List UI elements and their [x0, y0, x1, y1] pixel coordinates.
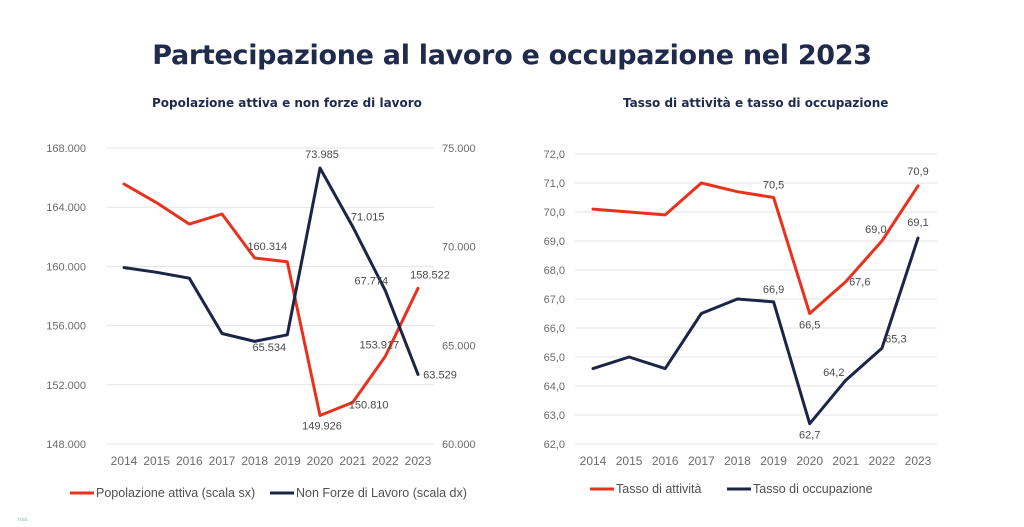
y-tick-label: 66,0	[544, 323, 565, 335]
main-title: Partecipazione al lavoro e occupazione n…	[152, 40, 872, 71]
y-tick-label: 64,0	[544, 381, 565, 393]
data-label: 63.529	[423, 369, 457, 381]
y-tick-label: 68,0	[544, 265, 565, 277]
data-label: 150.810	[349, 399, 389, 411]
y-tick-label: 156.000	[46, 321, 86, 333]
x-tick-label: 2020	[307, 454, 334, 468]
data-label: 64,2	[823, 367, 844, 379]
series-line-popolazione-attiva-scala-sx	[122, 182, 420, 417]
x-tick-label: 2021	[832, 454, 859, 468]
data-label: 71.015	[351, 212, 385, 224]
x-tick-label: 2017	[209, 454, 236, 468]
series-line-tasso-di-attivit	[591, 181, 920, 315]
y-tick-label: 148.000	[46, 439, 86, 451]
legend-label: Non Forze di Lavoro (scala dx)	[296, 486, 467, 500]
x-tick-label: 2020	[796, 454, 823, 468]
x-tick-label: 2018	[241, 454, 268, 468]
series-line-tasso-di-occupazione	[591, 236, 920, 426]
y2-tick-label: 60.000	[442, 439, 476, 451]
y-tick-label: 69,0	[544, 236, 565, 248]
data-label: 66,5	[799, 320, 820, 332]
y-tick-label: 62,0	[544, 439, 565, 451]
x-tick-label: 2016	[176, 454, 203, 468]
data-label: 149.926	[302, 420, 342, 432]
y-tick-label: 164.000	[46, 202, 86, 214]
x-tick-label: 2015	[143, 454, 170, 468]
data-label: 65,3	[885, 333, 906, 345]
x-tick-label: 2022	[869, 454, 896, 468]
x-tick-label: 2015	[616, 454, 643, 468]
x-tick-label: 2016	[652, 454, 679, 468]
x-tick-label: 2023	[905, 454, 932, 468]
x-tick-label: 2014	[111, 454, 138, 468]
x-tick-label: 2023	[405, 454, 432, 468]
data-label: 65.534	[253, 342, 287, 354]
legend-label: Tasso di occupazione	[753, 482, 873, 496]
x-tick-label: 2022	[372, 454, 399, 468]
y-tick-label: 160.000	[46, 261, 86, 273]
y-tick-label: 72,0	[544, 149, 565, 161]
data-label: 69,1	[907, 217, 928, 229]
data-label: 158.522	[410, 269, 450, 281]
legend-label: Popolazione attiva (scala sx)	[96, 486, 255, 500]
data-label: 67,6	[849, 277, 870, 289]
y2-tick-label: 65.000	[442, 340, 476, 352]
data-label: 66,9	[763, 284, 784, 296]
footer-logo-mark: istat	[18, 517, 28, 523]
y2-tick-label: 70.000	[442, 242, 476, 254]
data-label: 73.985	[305, 149, 339, 161]
y-tick-label: 152.000	[46, 380, 86, 392]
x-tick-label: 2021	[339, 454, 366, 468]
data-label: 69,0	[865, 224, 886, 236]
x-tick-label: 2014	[580, 454, 607, 468]
data-label: 67.774	[355, 276, 389, 288]
data-label: 70,9	[907, 166, 928, 178]
x-tick-label: 2019	[760, 454, 787, 468]
y-tick-label: 70,0	[544, 207, 565, 219]
y-tick-label: 67,0	[544, 294, 565, 306]
data-label: 62,7	[799, 430, 820, 442]
legend-label: Tasso di attività	[616, 482, 702, 496]
x-tick-label: 2018	[724, 454, 751, 468]
y-tick-label: 71,0	[544, 178, 565, 190]
y-tick-label: 168.000	[46, 143, 86, 155]
data-label: 70,5	[763, 180, 784, 192]
y2-tick-label: 75.000	[442, 143, 476, 155]
x-tick-label: 2017	[688, 454, 715, 468]
right-chart-title: Tasso di attività e tasso di occupazione	[623, 96, 889, 110]
data-label: 153.917	[359, 339, 399, 351]
y-tick-label: 63,0	[544, 410, 565, 422]
data-label: 160.314	[247, 241, 287, 253]
x-tick-label: 2019	[274, 454, 301, 468]
y-tick-label: 65,0	[544, 352, 565, 364]
series-line-non-forze-di-lavoro-scala-dx	[122, 166, 420, 376]
left-chart-title: Popolazione attiva e non forze di lavoro	[152, 96, 422, 110]
